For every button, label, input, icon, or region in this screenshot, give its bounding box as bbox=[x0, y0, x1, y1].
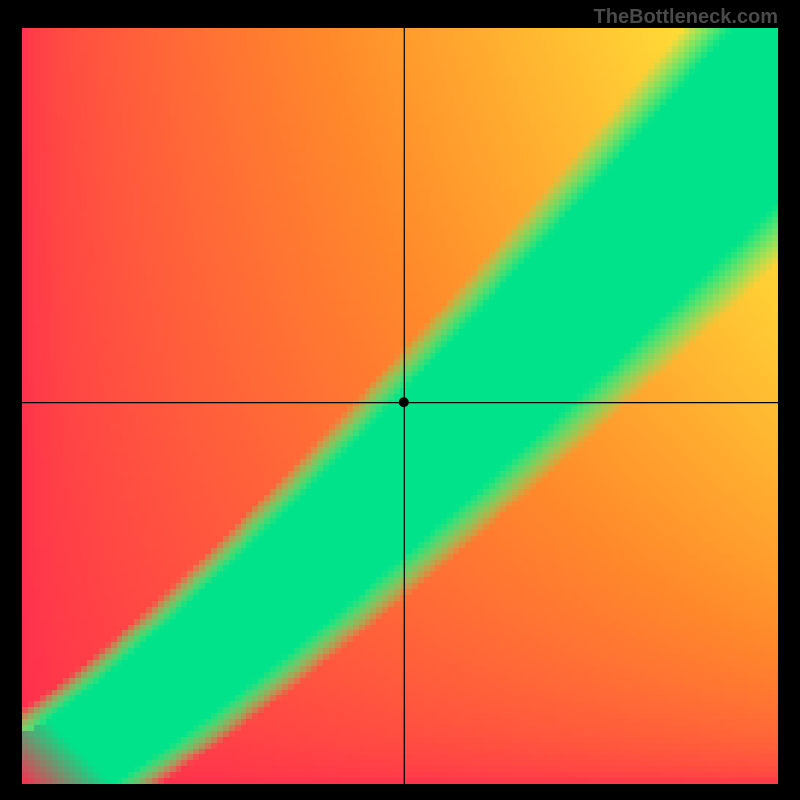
chart-container: { "watermark": { "text": "TheBottleneck.… bbox=[0, 0, 800, 800]
bottleneck-heatmap bbox=[22, 28, 778, 784]
watermark-text: TheBottleneck.com bbox=[594, 6, 778, 29]
